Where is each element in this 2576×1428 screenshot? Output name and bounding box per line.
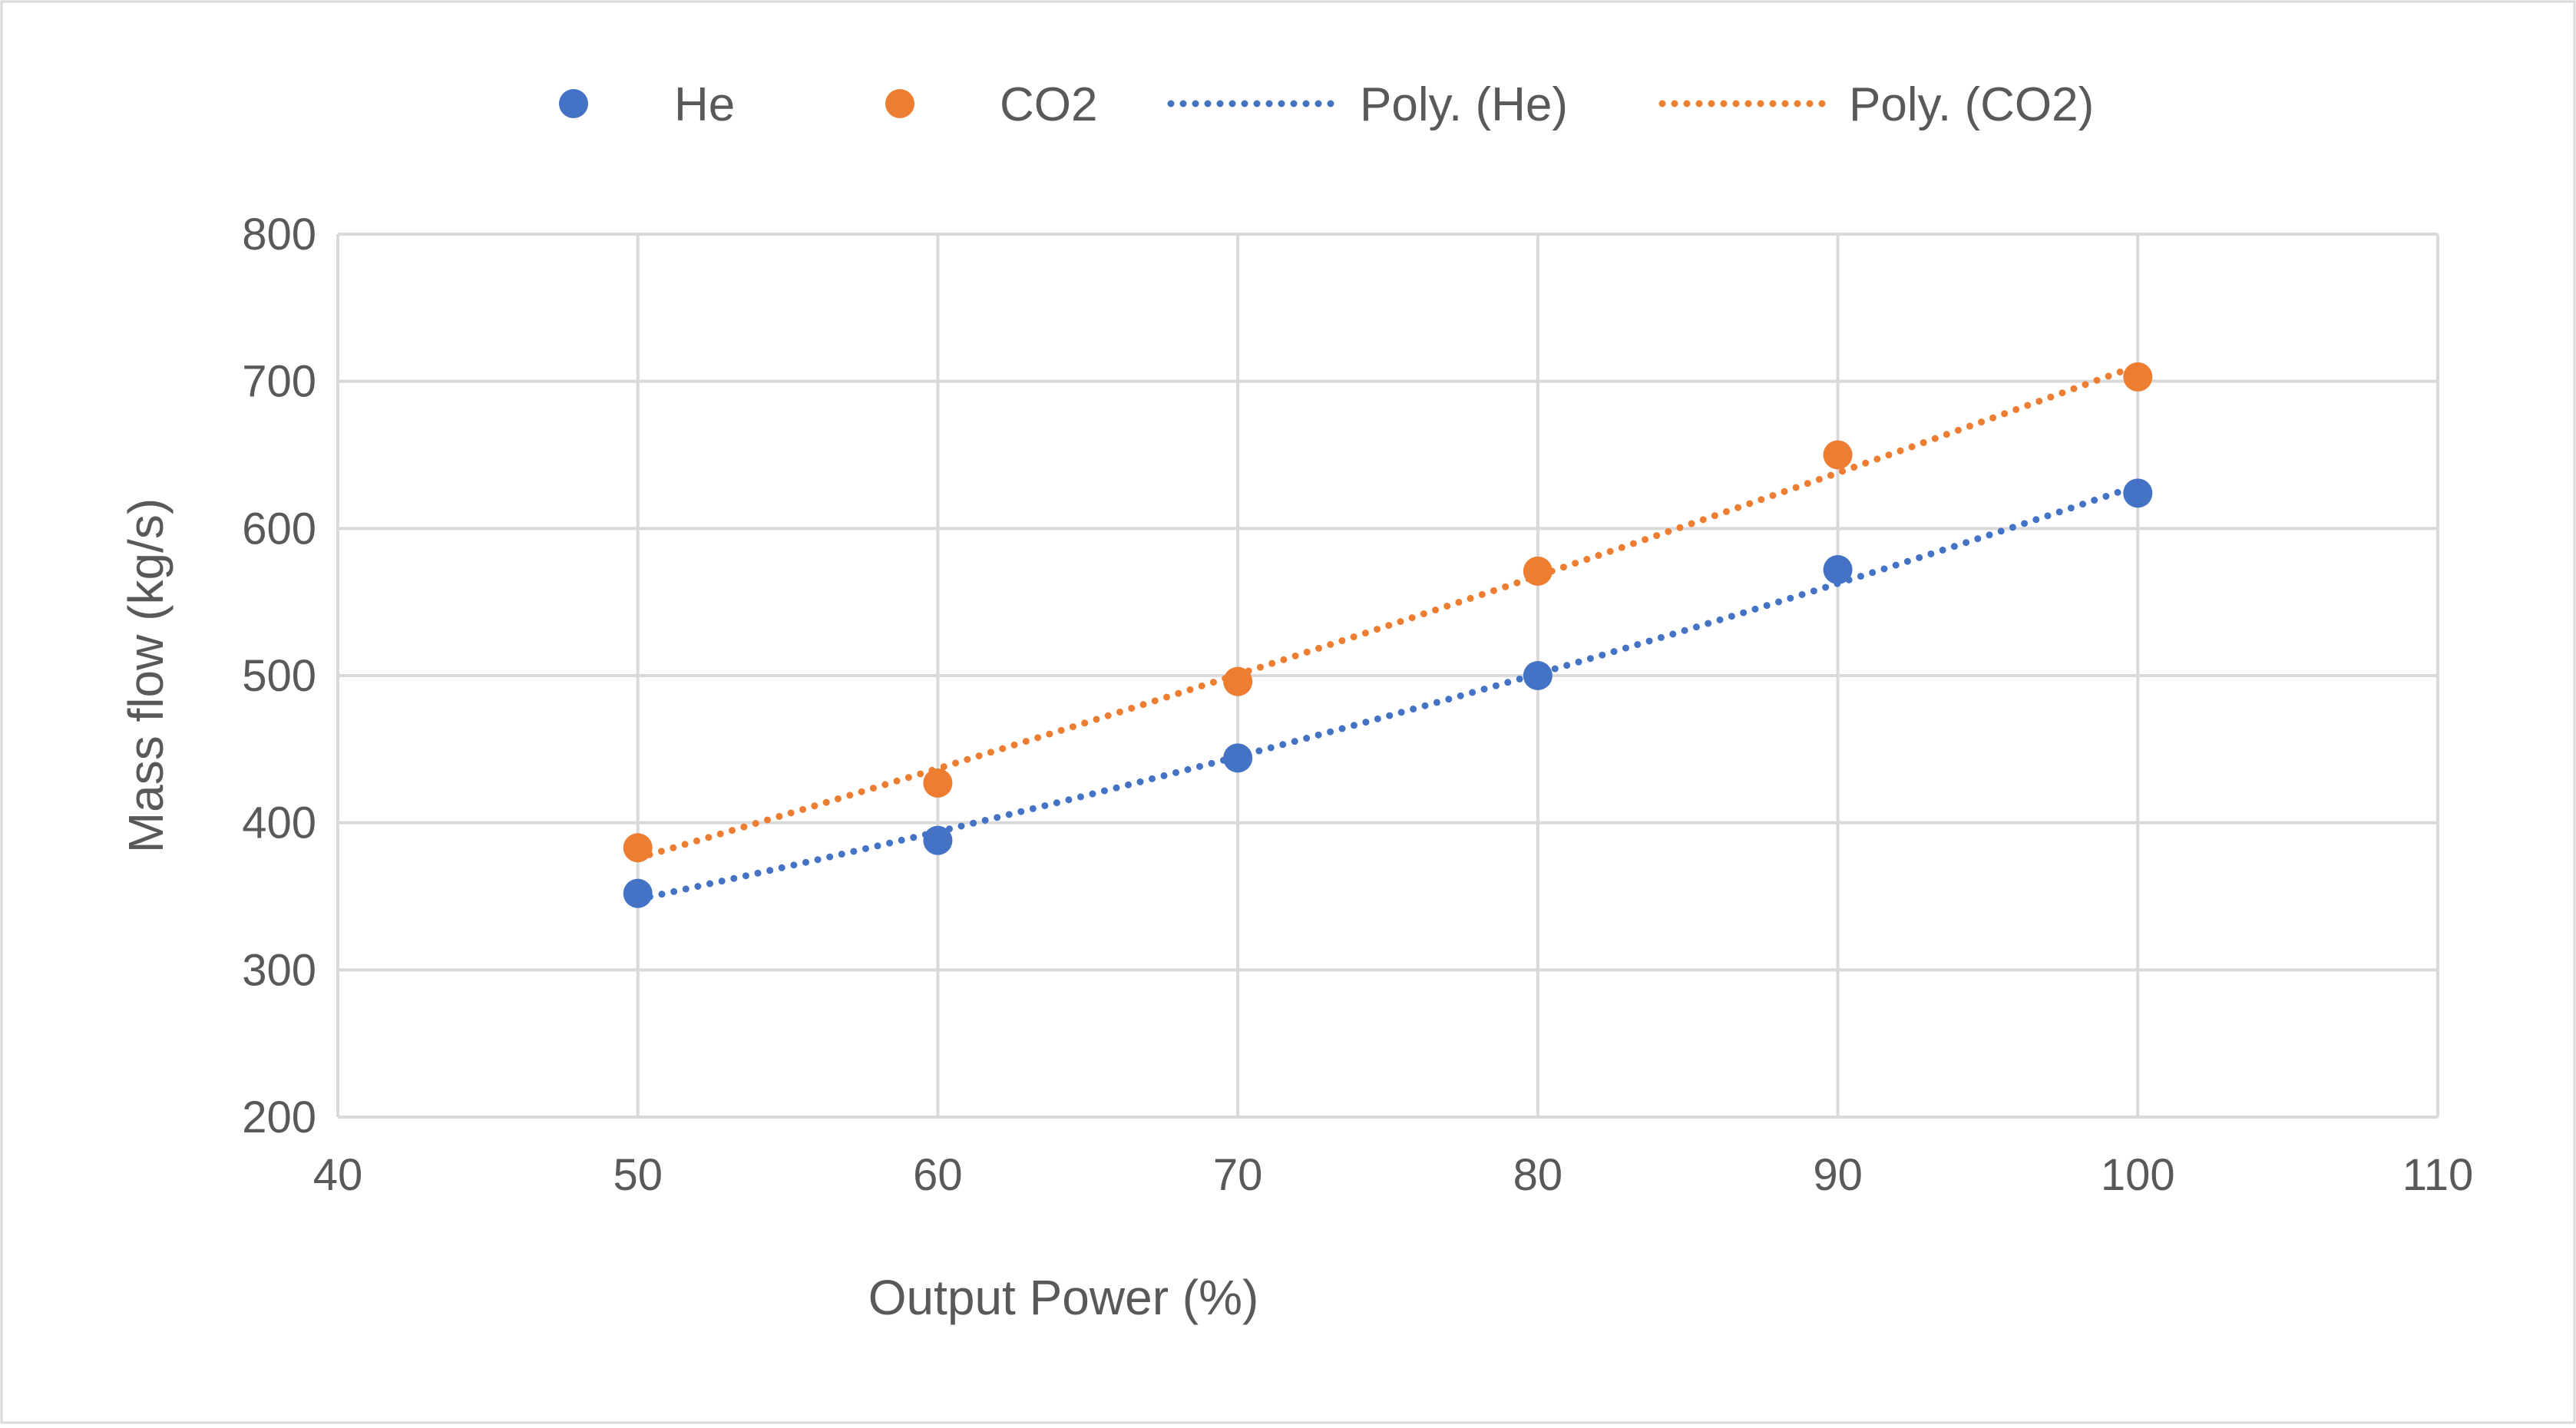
trendlines [634, 362, 2141, 903]
legend-label: CO2 [1000, 78, 1097, 131]
data-point-co2 [2123, 362, 2153, 392]
data-point-co2 [1823, 440, 1853, 470]
y-tick-label: 800 [242, 210, 316, 259]
legend: He CO2 Poly. (He) Poly. (CO2) [559, 78, 2094, 131]
x-axis-title: Output Power (%) [868, 1270, 1259, 1325]
y-tick-labels: 200 300 400 500 600 700 800 [242, 210, 316, 1142]
x-tick-label: 110 [2402, 1150, 2473, 1200]
data-points [623, 362, 2153, 908]
x-tick-label: 80 [1513, 1150, 1563, 1200]
x-tick-label: 50 [613, 1150, 663, 1200]
data-point-co2 [923, 768, 953, 798]
data-point-co2 [1523, 556, 1553, 586]
x-tick-label: 70 [1213, 1150, 1263, 1200]
data-point-he [2123, 478, 2153, 508]
trendline-co2 [634, 362, 2141, 862]
legend-label: Poly. (CO2) [1849, 78, 2094, 131]
y-tick-label: 500 [242, 651, 316, 701]
x-tick-label: 100 [2101, 1150, 2175, 1200]
y-tick-label: 400 [242, 798, 316, 848]
gridlines [336, 233, 2439, 1119]
y-tick-label: 600 [242, 504, 316, 554]
data-point-co2 [623, 833, 653, 863]
data-point-he [1223, 743, 1253, 773]
legend-label: Poly. (He) [1360, 78, 1568, 131]
y-axis-title: Mass flow (kg/s) [118, 498, 174, 853]
trendline-he [634, 482, 2141, 903]
y-tick-label: 200 [242, 1092, 316, 1142]
x-tick-label: 40 [313, 1150, 363, 1200]
data-point-he [1823, 555, 1853, 584]
legend-marker [885, 89, 914, 118]
y-tick-label: 300 [242, 945, 316, 995]
data-point-he [1523, 661, 1553, 690]
x-tick-labels: 40 50 60 70 80 90 100 110 [313, 1150, 2473, 1200]
data-point-co2 [1223, 666, 1253, 696]
legend-label: He [674, 78, 735, 131]
data-point-he [623, 878, 653, 908]
x-tick-label: 60 [913, 1150, 963, 1200]
x-tick-label: 90 [1813, 1150, 1863, 1200]
legend-marker [559, 89, 588, 118]
y-tick-label: 700 [242, 357, 316, 407]
data-point-he [923, 825, 953, 855]
